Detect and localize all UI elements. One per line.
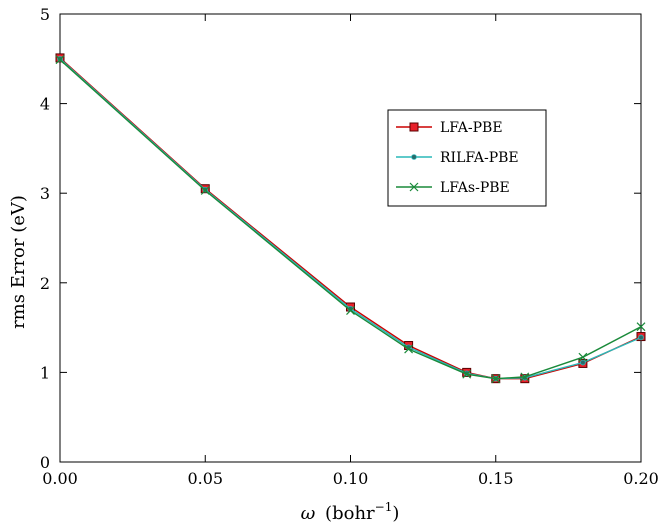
data-point [462,369,472,379]
x-marker-stroke [200,186,210,195]
x-marker-stroke [578,352,588,362]
y-tick-label: 4 [40,95,50,114]
data-point [636,322,646,332]
series-line [59,57,642,380]
legend-item: LFA-PBE [396,120,503,136]
legend-label: RILFA-PBE [440,150,519,166]
x-axis-unit-open: ( [325,503,332,524]
x-marker-stroke [404,344,414,354]
data-point [491,374,501,384]
x-axis-symbol: ω [301,503,316,524]
legend-label: LFAs-PBE [440,180,510,196]
series-line [59,58,642,380]
y-tick-label: 3 [40,184,50,203]
y-tick-label: 1 [40,363,50,382]
y-axis-label: rms Error (eV) [8,195,29,329]
data-point [578,352,588,362]
series-line [59,59,642,380]
x-tick-label: 0.20 [623,469,659,488]
x-marker-stroke [520,372,530,382]
legend-item: RILFA-PBE [396,150,519,166]
legend: LFA-PBE RILFA-PBE LFAs-PBE [387,109,547,207]
x-axis-label: ω (bohr−1) [301,500,400,524]
x-tick-label: 0.15 [478,469,514,488]
x-tick-label: 0.05 [187,469,223,488]
y-tick-label: 2 [40,274,50,293]
legend-item: LFAs-PBE [396,180,510,196]
series-rilfa-pbe [57,55,644,382]
x-tick-label: 0.00 [42,469,78,488]
axes-frame [59,13,642,463]
data-point [404,344,414,354]
y-tick-label: 5 [40,5,50,24]
legend-marker [409,122,419,132]
x-marker-stroke [55,55,65,65]
series-layer [55,53,646,384]
x-axis-unit-exp: −1 [375,500,393,514]
data-point [55,55,65,65]
data-point [520,372,530,382]
legend-label: LFA-PBE [440,120,503,136]
legend-marker [409,182,419,192]
legend-marker [411,154,417,160]
series-lfas-pbe [55,55,646,384]
axis-ticks: 0.00 0.05 0.10 0.15 0.20 0 1 2 3 4 5 [40,5,659,488]
x-marker-stroke [462,369,472,379]
data-point [638,334,644,341]
x-axis-unit-close: ) [392,503,399,524]
x-tick-label: 0.10 [333,469,369,488]
data-point [580,359,586,366]
x-marker-stroke [409,182,419,192]
series-lfa-pbe [55,53,646,384]
x-marker-stroke [636,322,646,332]
x-marker-stroke [491,374,501,384]
x-marker-stroke [346,306,355,316]
data-point [346,306,355,316]
y-tick-label: 0 [40,453,50,472]
x-axis-unit-base: bohr [332,503,375,524]
data-point [200,186,210,195]
